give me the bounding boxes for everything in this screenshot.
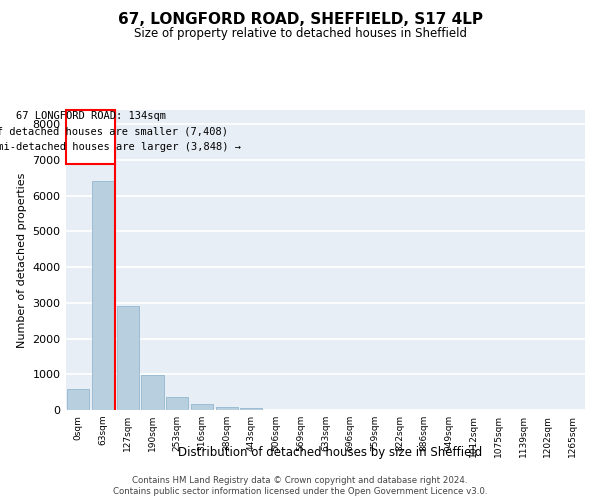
Y-axis label: Number of detached properties: Number of detached properties <box>17 172 27 348</box>
Bar <box>67 390 89 410</box>
Text: 67 LONGFORD ROAD: 134sqm: 67 LONGFORD ROAD: 134sqm <box>16 111 166 121</box>
Bar <box>166 397 188 410</box>
Bar <box>92 182 114 410</box>
Text: 34% of semi-detached houses are larger (3,848) →: 34% of semi-detached houses are larger (… <box>0 142 241 152</box>
Text: Contains public sector information licensed under the Open Government Licence v3: Contains public sector information licen… <box>113 488 487 496</box>
FancyBboxPatch shape <box>66 110 115 164</box>
Text: Distribution of detached houses by size in Sheffield: Distribution of detached houses by size … <box>178 446 482 459</box>
Text: ← 66% of detached houses are smaller (7,408): ← 66% of detached houses are smaller (7,… <box>0 126 228 136</box>
Bar <box>191 404 213 410</box>
Bar <box>142 376 164 410</box>
Text: 67, LONGFORD ROAD, SHEFFIELD, S17 4LP: 67, LONGFORD ROAD, SHEFFIELD, S17 4LP <box>118 12 482 28</box>
Bar <box>116 306 139 410</box>
Bar <box>240 408 262 410</box>
Bar <box>215 406 238 410</box>
Text: Size of property relative to detached houses in Sheffield: Size of property relative to detached ho… <box>133 28 467 40</box>
Text: Contains HM Land Registry data © Crown copyright and database right 2024.: Contains HM Land Registry data © Crown c… <box>132 476 468 485</box>
